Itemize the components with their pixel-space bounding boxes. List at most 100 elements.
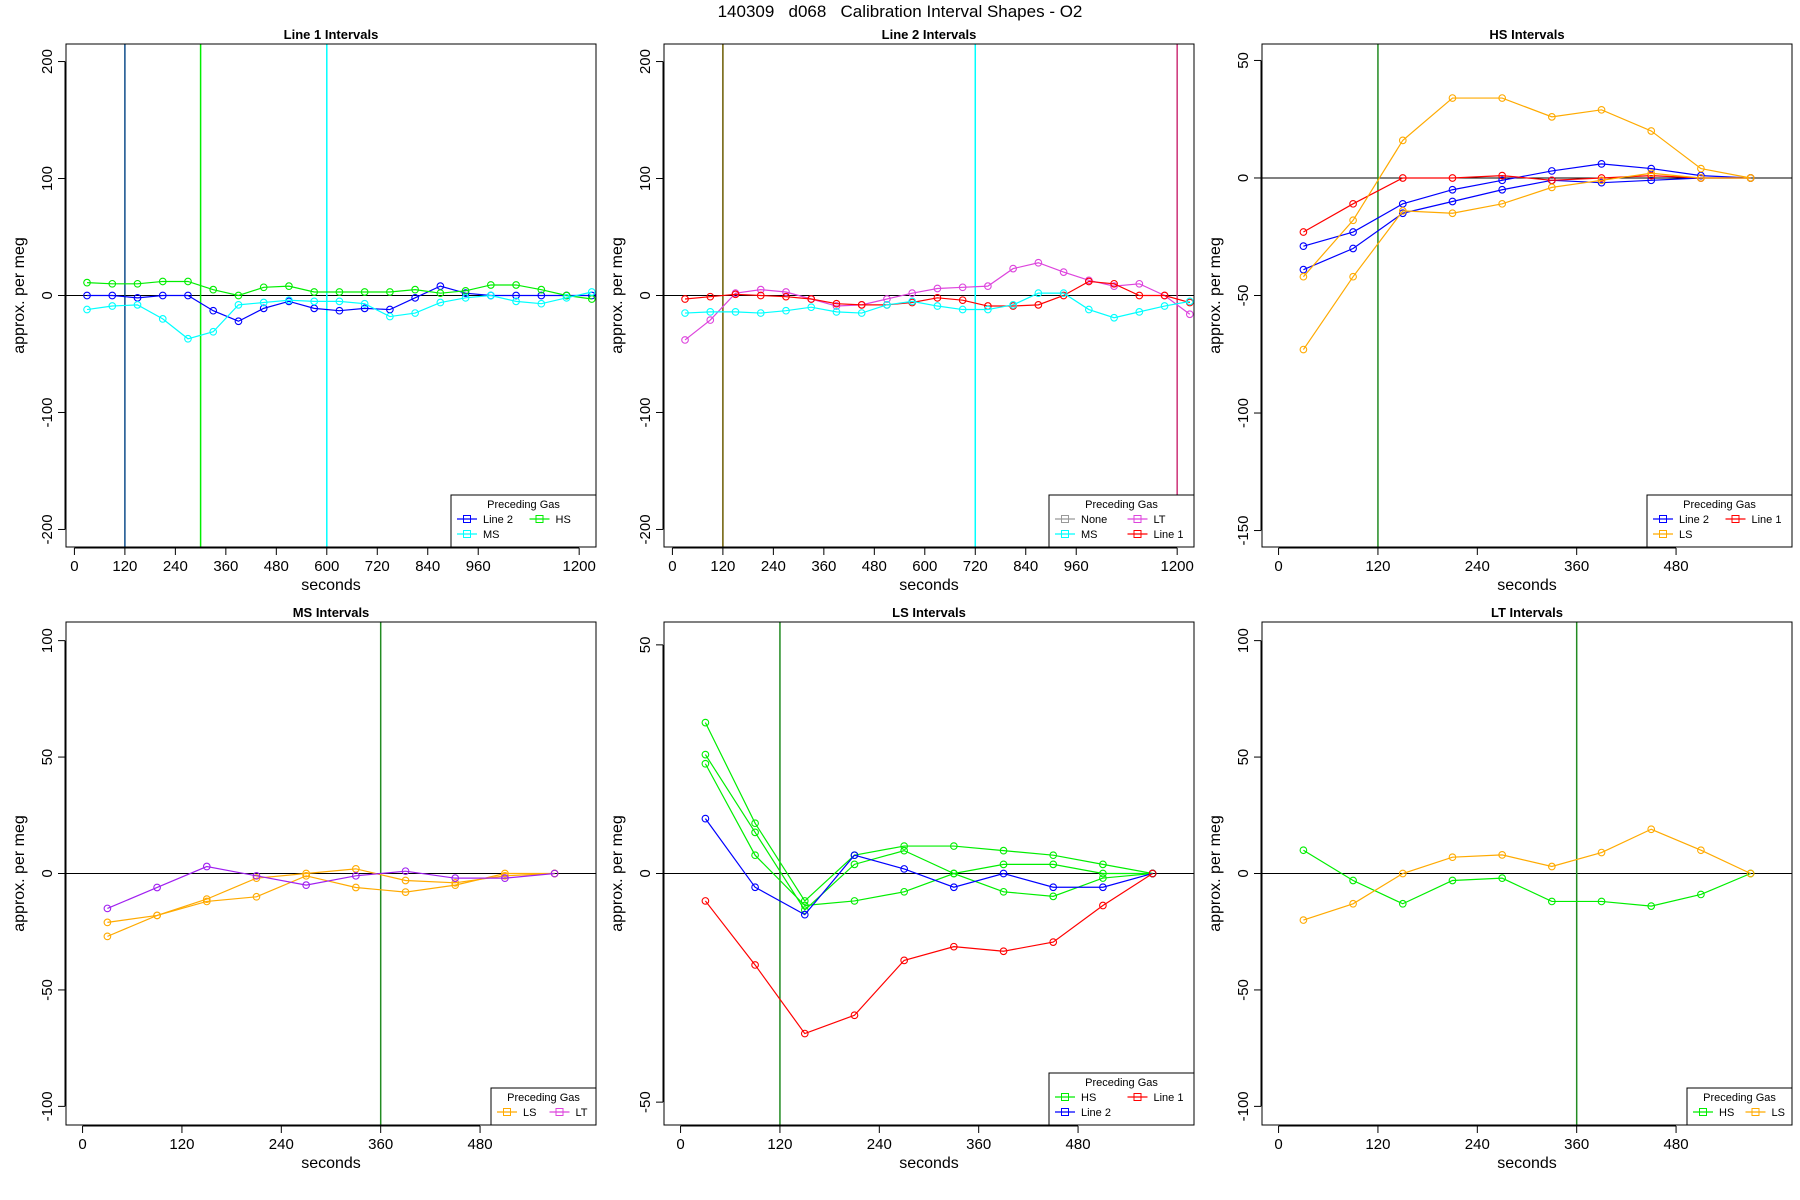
data-point xyxy=(949,869,958,878)
series-line xyxy=(1302,97,1751,278)
data-point xyxy=(252,871,261,880)
data-point xyxy=(1498,185,1507,194)
data-point xyxy=(501,871,509,880)
data-point xyxy=(1059,268,1068,276)
data-point xyxy=(1448,876,1457,885)
data-point xyxy=(800,1029,809,1038)
y-tick-label: 100 xyxy=(39,628,56,653)
data-point xyxy=(1398,209,1407,218)
data-point xyxy=(1034,289,1043,298)
x-tick-label: 960 xyxy=(1064,558,1089,575)
data-point xyxy=(1547,897,1556,906)
data-point xyxy=(335,306,344,315)
legend-entry: HS xyxy=(556,514,571,526)
x-tick-label: 240 xyxy=(269,1136,294,1153)
data-point xyxy=(706,316,715,324)
x-tick-label: 0 xyxy=(1274,558,1282,575)
data-point xyxy=(103,932,112,941)
data-point xyxy=(751,883,759,892)
data-point xyxy=(800,897,809,905)
data-point xyxy=(537,291,546,300)
data-point xyxy=(782,306,790,315)
data-point xyxy=(302,881,311,889)
legend: Preceding Gas None LT MS Line 1 xyxy=(1048,494,1195,548)
legend: Preceding Gas LS LT xyxy=(490,1087,597,1126)
data-point xyxy=(949,842,958,850)
x-tick-label: 360 xyxy=(966,1136,991,1153)
plot-frame xyxy=(663,43,1195,548)
data-point xyxy=(1049,860,1058,869)
data-point xyxy=(999,947,1008,956)
data-point xyxy=(1547,862,1556,871)
legend-title: Preceding Gas xyxy=(1683,499,1756,511)
series-line xyxy=(107,865,555,909)
data-point xyxy=(1697,164,1705,173)
x-tick-label: 480 xyxy=(1664,558,1689,575)
legend-entry: LT xyxy=(576,1107,588,1119)
data-point xyxy=(461,293,470,302)
legend-entry: Line 2 xyxy=(483,514,513,526)
legend-swatch-marker xyxy=(463,515,471,523)
data-point xyxy=(351,883,360,892)
data-point xyxy=(1135,308,1144,316)
data-point xyxy=(1349,272,1357,281)
data-point xyxy=(751,819,759,828)
data-point xyxy=(451,878,460,887)
data-point xyxy=(202,895,211,903)
legend-swatch-marker xyxy=(1751,1108,1760,1116)
panel-1: Line 1 Intervals 0 120 240 360 480 600 720 840 96… xyxy=(11,27,597,594)
data-point xyxy=(1099,901,1107,910)
data-point xyxy=(681,309,689,317)
data-point xyxy=(461,289,470,298)
data-point xyxy=(949,883,958,892)
data-point xyxy=(1498,94,1507,102)
legend-swatch-marker xyxy=(1731,515,1740,523)
legend: Preceding Gas HS LS xyxy=(1686,1087,1793,1126)
data-point xyxy=(1498,874,1507,883)
data-point xyxy=(512,297,520,306)
data-point xyxy=(958,283,967,292)
legend-entry: HS xyxy=(1081,1092,1096,1104)
x-tick-label: 480 xyxy=(862,558,887,575)
data-point xyxy=(411,309,419,317)
data-point xyxy=(999,846,1008,855)
data-point xyxy=(133,301,142,309)
legend-entry: MS xyxy=(483,529,500,541)
x-tick-label: 120 xyxy=(1365,558,1390,575)
data-point xyxy=(832,308,841,316)
data-point xyxy=(908,297,917,306)
data-point xyxy=(751,851,759,860)
data-point xyxy=(1647,902,1656,910)
legend: Preceding Gas Line 2 Line 1 LS xyxy=(1646,494,1793,548)
data-point xyxy=(900,887,909,896)
data-point xyxy=(537,299,546,308)
y-tick-label: -100 xyxy=(39,1091,56,1121)
data-point xyxy=(1597,174,1606,182)
series-line xyxy=(1302,172,1751,350)
data-point xyxy=(1448,185,1457,194)
data-point xyxy=(756,309,765,317)
y-tick-label: -100 xyxy=(637,397,654,427)
data-point xyxy=(1009,301,1017,309)
x-tick-label: 360 xyxy=(1564,558,1589,575)
x-tick-label: 240 xyxy=(1465,1136,1490,1153)
legend-box xyxy=(490,1087,597,1126)
data-point xyxy=(184,334,192,343)
x-tick-label: 600 xyxy=(314,558,339,575)
x-tick-label: 360 xyxy=(368,1136,393,1153)
y-tick-label: -100 xyxy=(1235,1091,1252,1121)
series-line xyxy=(1303,177,1751,271)
y-tick-label: 0 xyxy=(637,869,654,877)
data-point xyxy=(310,288,319,296)
y-tick-label: 50 xyxy=(637,637,654,654)
data-point xyxy=(401,867,410,876)
legend-swatch-marker xyxy=(1659,530,1667,538)
data-point xyxy=(999,869,1008,878)
data-point xyxy=(1148,869,1157,878)
data-point xyxy=(900,846,909,855)
y-tick-label: -200 xyxy=(637,514,654,544)
x-tick-label: 120 xyxy=(112,558,137,575)
y-tick-label: -50 xyxy=(39,979,56,1001)
plot-frame xyxy=(65,621,597,1126)
data-point xyxy=(1697,174,1705,182)
